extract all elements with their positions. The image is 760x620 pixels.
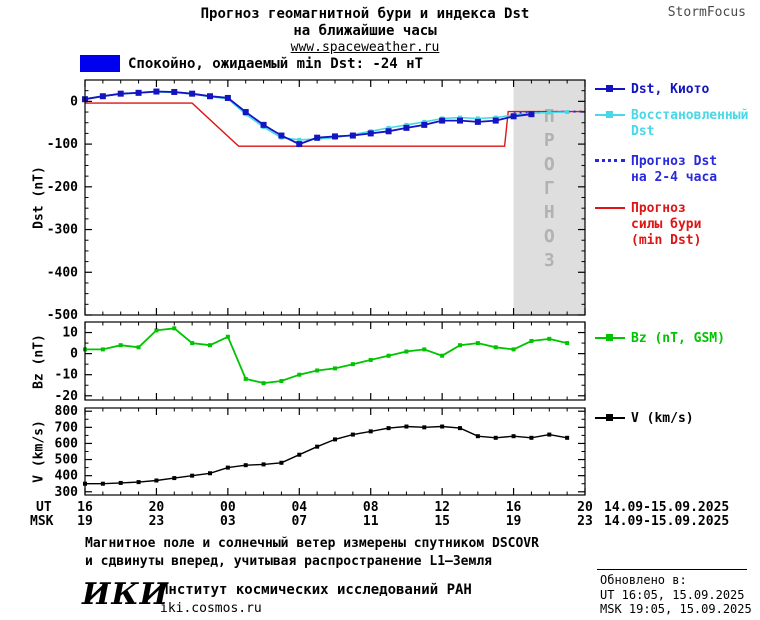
x-tick-label: 23 xyxy=(148,514,165,529)
institute-name: Институт космических исследований РАН xyxy=(160,582,472,598)
x-tick-label: 11 xyxy=(362,514,379,529)
svg-text:-400: -400 xyxy=(47,265,78,280)
line-square-swatch-icon xyxy=(595,82,625,96)
page-title: Прогноз геомагнитной бури и индекса Dst xyxy=(200,6,530,22)
x-tick-label: 03 xyxy=(220,514,236,529)
svg-text:0: 0 xyxy=(70,94,78,109)
dotted-line-swatch-icon xyxy=(595,154,625,168)
data-source-note-line2: и сдвинуты вперед, учитывая распростране… xyxy=(85,554,492,569)
bz-axis-label: Bz (nT) xyxy=(31,334,47,389)
svg-text:0: 0 xyxy=(70,347,78,362)
updated-ut-time: UT 16:05, 15.09.2025 xyxy=(600,588,745,602)
line-square-swatch-icon xyxy=(595,331,625,345)
svg-text:-300: -300 xyxy=(47,223,78,238)
svg-text:800: 800 xyxy=(55,404,79,419)
v-axis-label: V (km/s) xyxy=(31,420,47,483)
svg-text:500: 500 xyxy=(55,453,79,468)
svg-text:-500: -500 xyxy=(47,308,78,323)
svg-text:-10: -10 xyxy=(55,368,79,383)
x-tick-label: 12 xyxy=(434,500,450,515)
legend-label: Восстановленный Dst xyxy=(631,108,749,139)
legend-bz: Bz (nT, GSM) xyxy=(595,331,725,347)
data-source-note-line1: Магнитное поле и солнечный ветер измерен… xyxy=(85,536,539,551)
updated-label: Обновлено в: xyxy=(600,573,687,587)
spaceweather-link[interactable]: www.spaceweather.ru xyxy=(290,40,440,55)
x-tick-label: 08 xyxy=(362,500,379,515)
legend-forecast-dst: Прогноз Dst на 2-4 часа xyxy=(595,154,717,186)
x-tick-label: 16 xyxy=(77,500,93,515)
updated-msk-time: MSK 19:05, 15.09.2025 xyxy=(600,602,752,616)
legend-label: Dst, Киото xyxy=(631,82,710,97)
ut-label: UT xyxy=(36,500,52,515)
svg-text:10: 10 xyxy=(62,326,78,341)
svg-text:600: 600 xyxy=(55,436,79,451)
brand-stormfocus: StormFocus xyxy=(667,5,746,20)
legend-v: V (km/s) xyxy=(595,411,694,427)
svg-text:-100: -100 xyxy=(47,137,78,152)
x-tick-label: 00 xyxy=(220,500,236,515)
legend-label: Bz (nT, GSM) xyxy=(631,331,725,346)
iki-logo: ИКИ xyxy=(82,577,169,612)
legend-dst-kyoto: Dst, Киото xyxy=(595,82,709,98)
x-tick-label: 04 xyxy=(291,500,308,515)
x-tick-label: 19 xyxy=(77,514,93,529)
dst-axis-label: Dst (nT) xyxy=(31,166,47,229)
msk-date-range: 14.09-15.09.2025 xyxy=(604,514,730,529)
x-tick-label: 20 xyxy=(148,500,165,515)
page-subtitle: на ближайшие часы xyxy=(293,23,437,39)
ut-axis-row: UT 14.09-15.09.2025 16 20 00 04 08 12 16 20 xyxy=(0,500,760,515)
svg-text:-200: -200 xyxy=(47,180,78,195)
x-tick-label: 15 xyxy=(434,514,450,529)
x-tick-label: 16 xyxy=(505,500,522,515)
svg-text:700: 700 xyxy=(55,420,79,435)
status-text: Спокойно, ожидаемый min Dst: -24 нТ xyxy=(128,56,424,72)
line-swatch-icon xyxy=(595,201,625,215)
iki-site-link[interactable]: iki.cosmos.ru xyxy=(160,601,262,616)
svg-text:300: 300 xyxy=(55,485,79,500)
x-tick-label: 19 xyxy=(505,514,522,529)
legend-label: Прогноз силы бури (min Dst) xyxy=(631,201,702,248)
updated-divider xyxy=(597,569,747,570)
x-tick-label: 23 xyxy=(577,514,593,529)
legend-label: Прогноз Dst на 2-4 часа xyxy=(631,154,718,185)
line-square-swatch-icon xyxy=(595,108,625,122)
svg-text:-20: -20 xyxy=(55,389,79,404)
legend-label: V (km/s) xyxy=(631,411,694,426)
legend-restored-dst: Восстановленный Dst xyxy=(595,108,748,140)
x-tick-label: 20 xyxy=(577,500,593,515)
msk-label: MSK xyxy=(30,514,54,529)
line-square-swatch-icon xyxy=(595,411,625,425)
msk-axis-row: MSK 14.09-15.09.2025 19 23 03 07 11 15 19 23 xyxy=(0,514,760,529)
ut-date-range: 14.09-15.09.2025 xyxy=(604,500,730,515)
legend-storm-forecast: Прогноз силы бури (min Dst) xyxy=(595,201,701,249)
status-color-box xyxy=(80,55,120,72)
x-tick-label: 07 xyxy=(291,514,308,529)
svg-text:400: 400 xyxy=(55,469,79,484)
